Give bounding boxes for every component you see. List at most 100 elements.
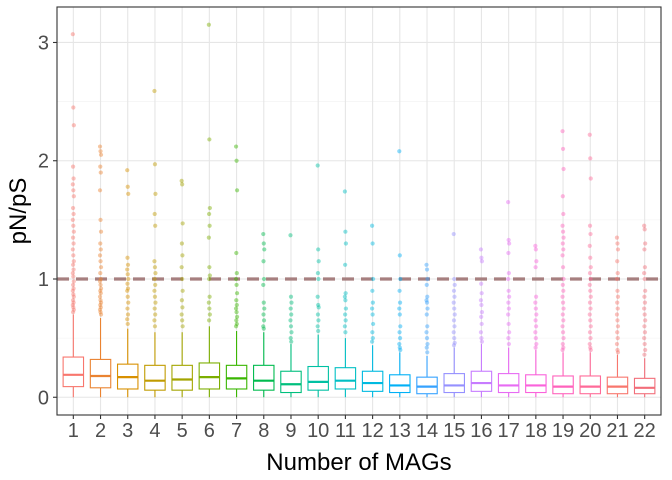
outlier-point [561, 235, 566, 240]
outlier-point [587, 223, 593, 228]
outlier-point [234, 314, 240, 319]
outlier-point [261, 326, 266, 331]
outlier-point [207, 223, 212, 228]
outlier-point [479, 336, 484, 341]
outlier-point [153, 312, 158, 317]
outlier-point [451, 231, 456, 237]
outlier-point [70, 182, 75, 187]
outlier-point [615, 318, 620, 323]
box-7 [225, 331, 248, 398]
outlier-point [506, 288, 511, 293]
outlier-point [506, 200, 511, 205]
outlier-point [561, 345, 566, 350]
outlier-point [71, 294, 76, 299]
outlier-point [233, 324, 239, 329]
x-tick-label: 19 [552, 420, 574, 442]
outlier-point [70, 217, 75, 222]
outlier-point [125, 288, 130, 293]
box-body [389, 374, 411, 394]
box-9 [280, 344, 302, 398]
outlier-point [424, 330, 429, 335]
outlier-point [397, 345, 402, 350]
x-tick-label: 22 [634, 420, 656, 442]
outlier-point [234, 302, 239, 308]
outlier-point [397, 330, 402, 335]
outlier-point [642, 336, 647, 341]
outlier-point [234, 298, 239, 303]
outlier-point [126, 191, 131, 196]
outlier-point [125, 272, 130, 277]
outlier-point [234, 270, 239, 276]
outlier-point [642, 330, 648, 335]
outlier-point [71, 279, 76, 284]
outlier-point [587, 330, 593, 335]
outlier-point [425, 276, 430, 282]
y-axis: 0 1 2 3 [38, 32, 57, 409]
outlier-point [642, 341, 647, 347]
outlier-point [97, 294, 103, 299]
outlier-point [479, 281, 484, 286]
outlier-point [261, 300, 266, 305]
outlier-point [561, 166, 566, 172]
outlier-point [397, 149, 402, 154]
outlier-point [71, 300, 76, 305]
outlier-point [288, 336, 293, 341]
outlier-point [71, 241, 76, 246]
outlier-point [398, 324, 403, 329]
outlier-point [560, 265, 566, 270]
outlier-point [615, 241, 620, 246]
outlier-point [587, 300, 593, 305]
outlier-point [614, 312, 620, 317]
box-body [334, 367, 357, 390]
outlier-point [506, 250, 511, 256]
outlier-point [424, 298, 429, 303]
outlier-point [424, 300, 430, 305]
outlier-point [315, 270, 321, 276]
outlier-point [316, 259, 321, 264]
outlier-point [70, 270, 75, 276]
x-tick-label: 21 [606, 420, 628, 442]
outlier-point [424, 267, 430, 272]
outlier-point [98, 259, 103, 264]
box-body [198, 362, 221, 390]
outlier-point [479, 259, 485, 264]
outlier-point [506, 270, 511, 276]
outlier-point [316, 302, 321, 308]
box-20 [579, 352, 602, 398]
outlier-point [478, 298, 484, 303]
outlier-point [370, 339, 375, 344]
outlier-point [451, 288, 457, 293]
box-4 [144, 332, 166, 398]
y-tick-label: 3 [38, 32, 49, 54]
outlier-point [288, 324, 294, 329]
outlier-point [125, 262, 131, 267]
outlier-point [179, 178, 184, 183]
y-tick-label: 1 [38, 269, 49, 291]
outlier-point [588, 265, 593, 270]
outlier-point [425, 306, 430, 311]
outlier-point [206, 300, 211, 305]
outlier-point [615, 347, 620, 353]
outlier-point [371, 276, 376, 282]
outlier-point [615, 288, 620, 293]
outlier-point [316, 305, 321, 310]
outlier-point [371, 321, 376, 327]
outlier-point [70, 262, 76, 267]
outlier-point [534, 259, 539, 264]
outlier-point [425, 341, 430, 347]
box-12 [361, 345, 384, 398]
outlier-point [588, 294, 593, 299]
outlier-point [71, 286, 76, 291]
outlier-point [534, 341, 539, 347]
outlier-point [588, 176, 593, 181]
outlier-point [316, 247, 321, 252]
box-body [62, 356, 85, 388]
outlier-point [561, 276, 566, 282]
outlier-point [588, 324, 593, 329]
outlier-point [533, 318, 538, 323]
outlier-point [125, 321, 130, 327]
outlier-point [615, 350, 621, 355]
outlier-point [98, 298, 103, 303]
outlier-point [71, 223, 76, 228]
outlier-point [207, 211, 212, 217]
